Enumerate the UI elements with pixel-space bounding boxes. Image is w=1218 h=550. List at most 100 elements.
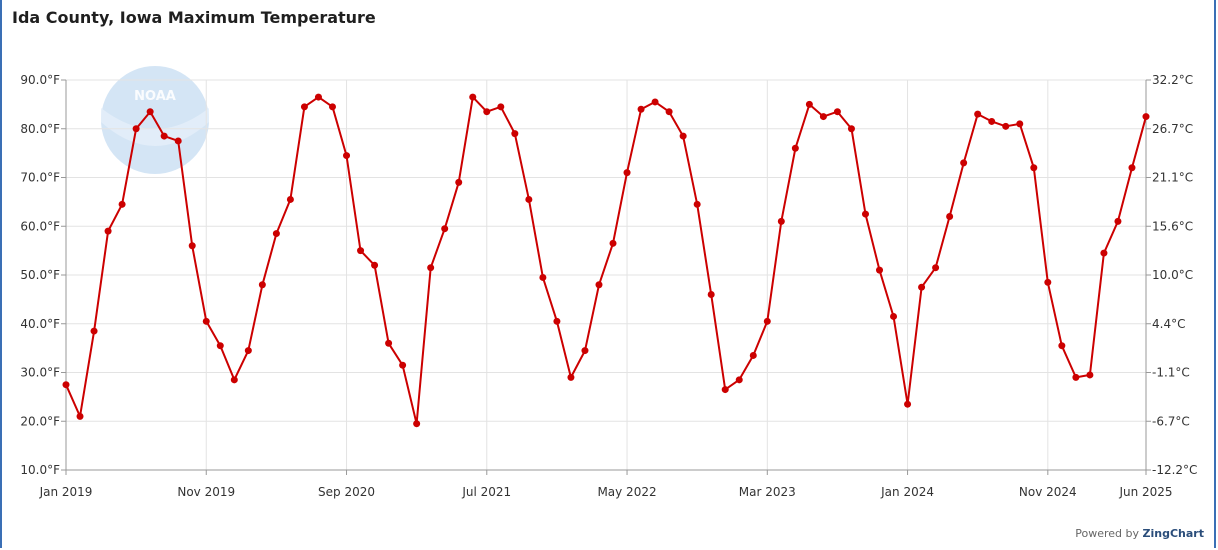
chart-title: Ida County, Iowa Maximum Temperature [12,8,376,27]
data-point [328,103,336,111]
y-tick-label-right: 32.2°C [1152,73,1193,87]
data-point [693,200,701,208]
series-group [62,93,1150,428]
data-point [132,125,140,133]
y-tick-label-right: 4.4°C [1152,317,1185,331]
data-point [637,105,645,113]
axes: 10.0°F -12.2°C 20.0°F -6.7°C 30.0°F -1.1°C 40.… [20,73,1197,499]
data-point [1016,120,1024,128]
data-point [974,110,982,118]
y-tick-label-left: 10.0°F [20,463,60,477]
data-point [357,247,365,255]
data-point [904,400,912,408]
data-point [343,152,351,160]
data-point [1002,122,1010,130]
data-point [539,273,547,281]
y-tick-label-left: 30.0°F [20,366,60,380]
data-point [286,195,294,203]
data-point [890,312,898,320]
data-point [819,113,827,121]
data-point [1058,342,1066,350]
data-point [385,339,393,347]
data-point [651,98,659,106]
y-tick-label-left: 40.0°F [20,317,60,331]
data-point [1142,113,1150,121]
y-tick-label-right: 26.7°C [1152,122,1193,136]
y-tick-label-left: 20.0°F [20,414,60,428]
temperature-chart[interactable]: NOAA 10.0°F -12.2°C 20.0°F -6.7°C 30.0°F -1.1… [0,0,1218,520]
data-point [679,132,687,140]
y-tick-label-left: 90.0°F [20,73,60,87]
data-point [483,108,491,116]
data-point [441,225,449,233]
data-point [202,317,210,325]
data-point [567,373,575,381]
data-point [230,376,238,384]
data-point [581,347,589,355]
data-point [777,217,785,225]
powered-brand: ZingChart [1142,527,1204,540]
data-point [497,103,505,111]
x-tick-label: Mar 2023 [739,485,796,499]
data-point [511,130,519,138]
data-point [427,264,435,272]
data-point [413,420,421,428]
y-tick-label-left: 60.0°F [20,219,60,233]
data-point [216,342,224,350]
data-point [805,100,813,108]
data-point [988,117,996,125]
y-tick-label-right: 21.1°C [1152,171,1193,185]
y-tick-label-right: -12.2°C [1152,463,1197,477]
x-tick-label: Jan 2024 [880,485,934,499]
data-point [1114,217,1122,225]
data-point [1100,249,1108,257]
data-point [146,108,154,116]
y-tick-label-right: -6.7°C [1152,414,1190,428]
data-point [876,266,884,274]
data-point [525,195,533,203]
x-tick-label: Jul 2021 [461,485,511,499]
y-tick-label-right: 10.0°C [1152,268,1193,282]
data-point [174,137,182,145]
powered-by-zingchart[interactable]: Powered by ZingChart [1075,527,1204,540]
data-point [791,144,799,152]
grid-lines [65,79,1147,471]
data-point [833,108,841,116]
data-point [1030,164,1038,172]
data-point [76,412,84,420]
data-point [258,281,266,289]
data-point [1086,371,1094,379]
data-point [946,213,954,220]
data-point [960,159,968,167]
data-point [455,178,463,186]
data-point [707,291,715,298]
data-point [932,264,940,272]
powered-prefix: Powered by [1075,527,1140,540]
x-tick-label: May 2022 [597,485,656,499]
x-tick-label: Jan 2019 [39,485,93,499]
data-point [104,227,112,235]
data-point [847,125,855,133]
data-point [160,132,168,140]
data-point [749,351,757,359]
data-point [553,317,561,325]
y-tick-label-left: 50.0°F [20,268,60,282]
y-tick-label-left: 70.0°F [20,171,60,185]
y-tick-label-right: -1.1°C [1152,366,1190,380]
data-point [62,381,70,389]
y-tick-label-left: 80.0°F [20,122,60,136]
data-point [371,261,379,269]
data-point [188,242,196,250]
data-point [469,93,477,101]
data-point [90,327,98,335]
x-tick-label: Nov 2024 [1019,485,1077,499]
data-point [861,210,869,218]
data-point [300,103,308,111]
data-point [623,169,631,177]
data-point [272,230,280,238]
x-tick-label: Nov 2019 [177,485,235,499]
data-point [399,361,407,369]
data-point [244,347,252,355]
data-point [735,376,743,384]
